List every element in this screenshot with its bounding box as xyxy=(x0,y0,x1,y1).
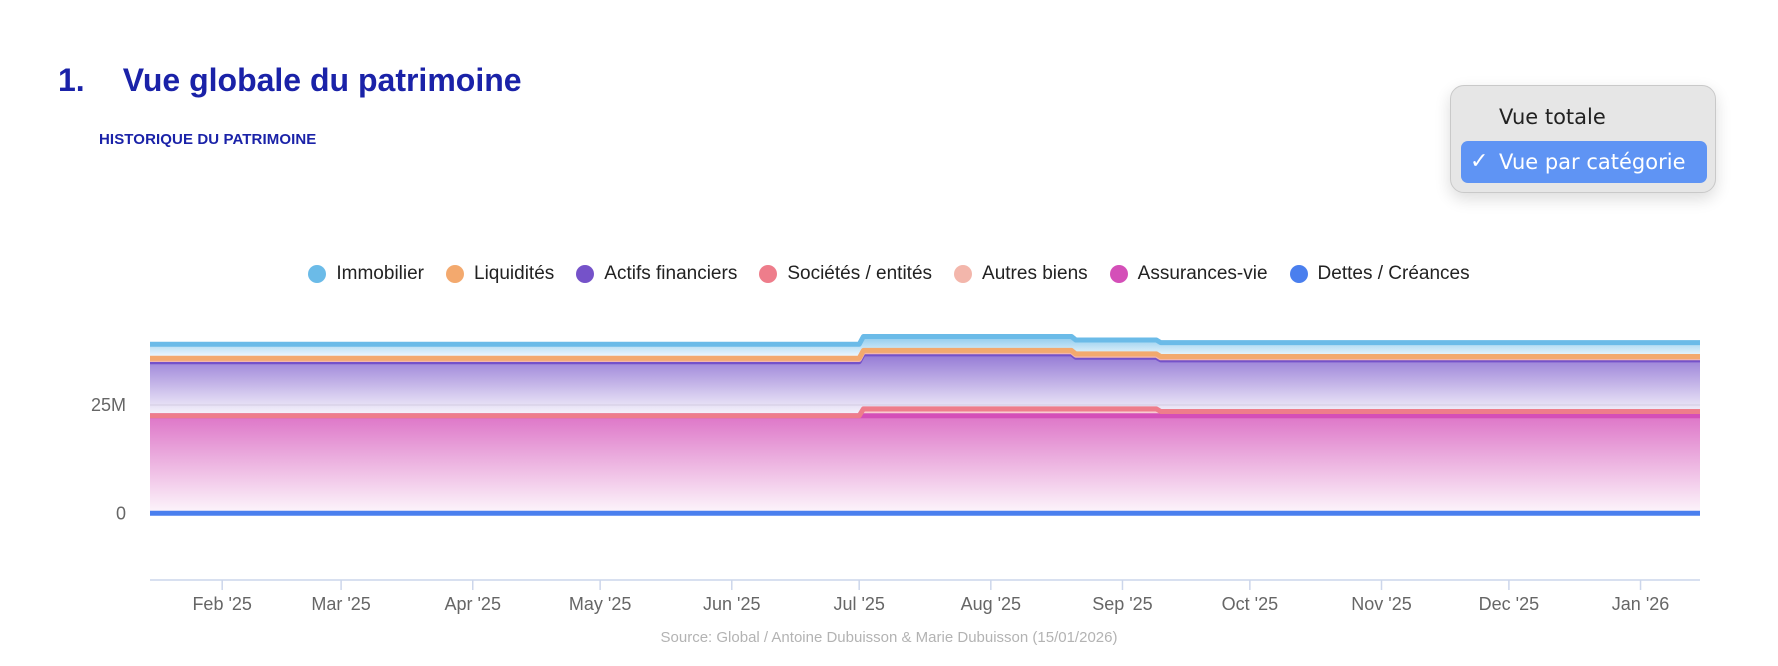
x-tick-label: Nov '25 xyxy=(1351,594,1411,614)
menu-item-vue-par-categorie[interactable]: ✓ Vue par catégorie xyxy=(1461,141,1707,183)
legend-item-assurances-vie[interactable]: Assurances-vie xyxy=(1109,263,1268,285)
legend-dot-icon xyxy=(1289,265,1308,283)
x-tick-label: Mar '25 xyxy=(311,594,370,614)
legend-dot-icon xyxy=(954,265,973,283)
x-tick-label: Sep '25 xyxy=(1092,594,1153,614)
x-tick-label: Oct '25 xyxy=(1222,594,1278,614)
x-tick-label: Dec '25 xyxy=(1479,594,1539,614)
x-axis: Feb '25 Mar '25 Apr '25 May '25 Jun '25 Jul '… xyxy=(150,579,1700,614)
legend-label: Sociétés / entités xyxy=(787,263,933,284)
series-line-soci-t-s-entit-s xyxy=(150,406,1700,419)
area-assurances-vie xyxy=(150,415,1700,514)
x-tick-label: Aug '25 xyxy=(961,594,1022,614)
legend-dot-icon xyxy=(759,265,778,283)
x-tick-label: Jul '25 xyxy=(833,594,884,614)
legend-label: Dettes / Créances xyxy=(1317,263,1470,284)
section-title: 1. Vue globale du patrimoine xyxy=(58,58,522,102)
menu-item-label: Vue par catégorie xyxy=(1499,150,1686,174)
y-axis: 0 25M xyxy=(91,395,126,523)
series-line-liquidit-s xyxy=(150,347,1700,361)
section-number: 1. xyxy=(58,62,85,98)
x-tick-label: Jan '26 xyxy=(1612,594,1669,614)
legend-dot-icon xyxy=(576,265,595,283)
wealth-history-chart: Feb '25 Mar '25 Apr '25 May '25 Jun '25 Jul '… xyxy=(91,334,1700,614)
menu-item-label: Vue totale xyxy=(1499,105,1606,129)
area-layer xyxy=(150,336,1700,514)
legend-label: Immobilier xyxy=(336,263,424,284)
legend-label: Actifs financiers xyxy=(604,263,738,284)
source-note: Source: Global / Antoine Dubuisson & Mar… xyxy=(660,629,1118,646)
legend-label: Liquidités xyxy=(474,263,555,284)
series-line-immobilier xyxy=(150,334,1700,347)
legend-label: Autres biens xyxy=(982,263,1088,284)
area-actifs-financiers xyxy=(150,353,1700,416)
legend-item-societes-entites[interactable]: Sociétés / entités xyxy=(759,263,932,285)
legend-item-liquidites[interactable]: Liquidités xyxy=(446,263,554,285)
y-tick-label: 25M xyxy=(91,395,126,415)
legend-dot-icon xyxy=(446,265,464,283)
x-tick-label: Feb '25 xyxy=(192,594,251,614)
legend-item-actifs-financiers[interactable]: Actifs financiers xyxy=(576,263,737,285)
checkmark-icon: ✓ xyxy=(1470,149,1489,174)
x-tick-label: Apr '25 xyxy=(444,594,500,614)
legend-item-immobilier[interactable]: Immobilier xyxy=(308,263,424,285)
menu-item-vue-totale[interactable]: Vue totale xyxy=(1461,96,1707,138)
x-tick-label: Jun '25 xyxy=(703,594,760,614)
view-mode-menu[interactable]: Vue totale ✓ Vue par catégorie xyxy=(1450,85,1716,193)
x-tick-label: May '25 xyxy=(569,594,631,614)
legend-dot-icon xyxy=(308,265,327,283)
legend-dot-icon xyxy=(1109,265,1128,283)
page-title: Vue globale du patrimoine xyxy=(122,62,522,98)
y-tick-label: 0 xyxy=(116,503,126,523)
line-layer xyxy=(150,334,1700,516)
area-immobilier xyxy=(150,336,1700,359)
chart-subtitle: HISTORIQUE DU PATRIMOINE xyxy=(99,131,317,148)
chart-legend: Immobilier Liquidités Actifs financiers … xyxy=(0,263,1778,285)
legend-label: Assurances-vie xyxy=(1137,263,1268,284)
legend-item-dettes-creances[interactable]: Dettes / Créances xyxy=(1289,263,1470,285)
legend-item-autres-biens[interactable]: Autres biens xyxy=(954,263,1088,285)
